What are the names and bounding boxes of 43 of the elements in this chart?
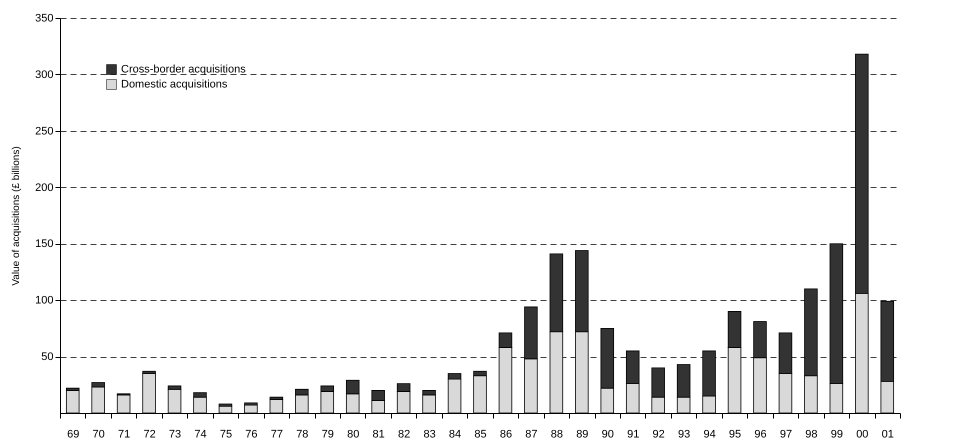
x-tick-label: 00	[856, 428, 868, 440]
x-tick-label: 89	[576, 428, 588, 440]
x-tick-label: 91	[627, 428, 640, 440]
y-tick-label: 50	[41, 351, 54, 364]
y-tick-label: 200	[35, 182, 54, 194]
x-tick-label: 80	[347, 428, 360, 440]
legend-label: Domestic acquisitions	[121, 78, 228, 90]
x-tick-label: 69	[67, 428, 80, 440]
x-tick-label: 94	[703, 428, 716, 440]
x-tick-label: 86	[500, 428, 512, 440]
x-tick-label: 71	[118, 428, 130, 440]
y-tick-label: 300	[35, 68, 54, 81]
x-tick-label: 72	[143, 428, 156, 440]
x-tick-label: 96	[754, 428, 767, 440]
x-tick-label: 70	[92, 428, 105, 440]
x-tick-label: 84	[448, 428, 462, 440]
y-tick-label: 250	[35, 125, 54, 138]
x-tick-label: 90	[602, 428, 614, 440]
y-tick-label: 100	[35, 294, 54, 307]
x-tick-label: 88	[550, 428, 563, 440]
x-tick-label: 74	[194, 428, 207, 440]
x-tick-label: 99	[830, 428, 843, 440]
legend-label: Cross-border acquisitions	[121, 64, 246, 76]
x-tick-label: 85	[474, 428, 487, 440]
x-tick-label: 87	[525, 428, 538, 440]
x-tick-label: 97	[780, 428, 792, 440]
x-tick-label: 76	[245, 428, 258, 440]
y-tick-label: 350	[35, 12, 54, 24]
y-axis-title: Value of acquisitions (£ billions)	[11, 146, 22, 286]
x-tick-label: 77	[270, 428, 283, 440]
x-tick-label: 92	[652, 428, 665, 440]
x-tick-label: 79	[322, 428, 334, 440]
x-tick-label: 93	[678, 428, 690, 440]
x-tick-label: 75	[220, 428, 232, 440]
x-tick-label: 78	[296, 428, 308, 440]
x-tick-label: 73	[168, 428, 182, 440]
x-tick-label: 01	[882, 428, 894, 440]
x-tick-label: 98	[805, 428, 818, 440]
y-tick-label: 150	[35, 238, 54, 250]
x-tick-label: 81	[372, 428, 385, 440]
x-tick-label: 95	[728, 428, 742, 440]
x-tick-label: 83	[423, 428, 436, 440]
x-tick-label: 82	[398, 428, 410, 440]
